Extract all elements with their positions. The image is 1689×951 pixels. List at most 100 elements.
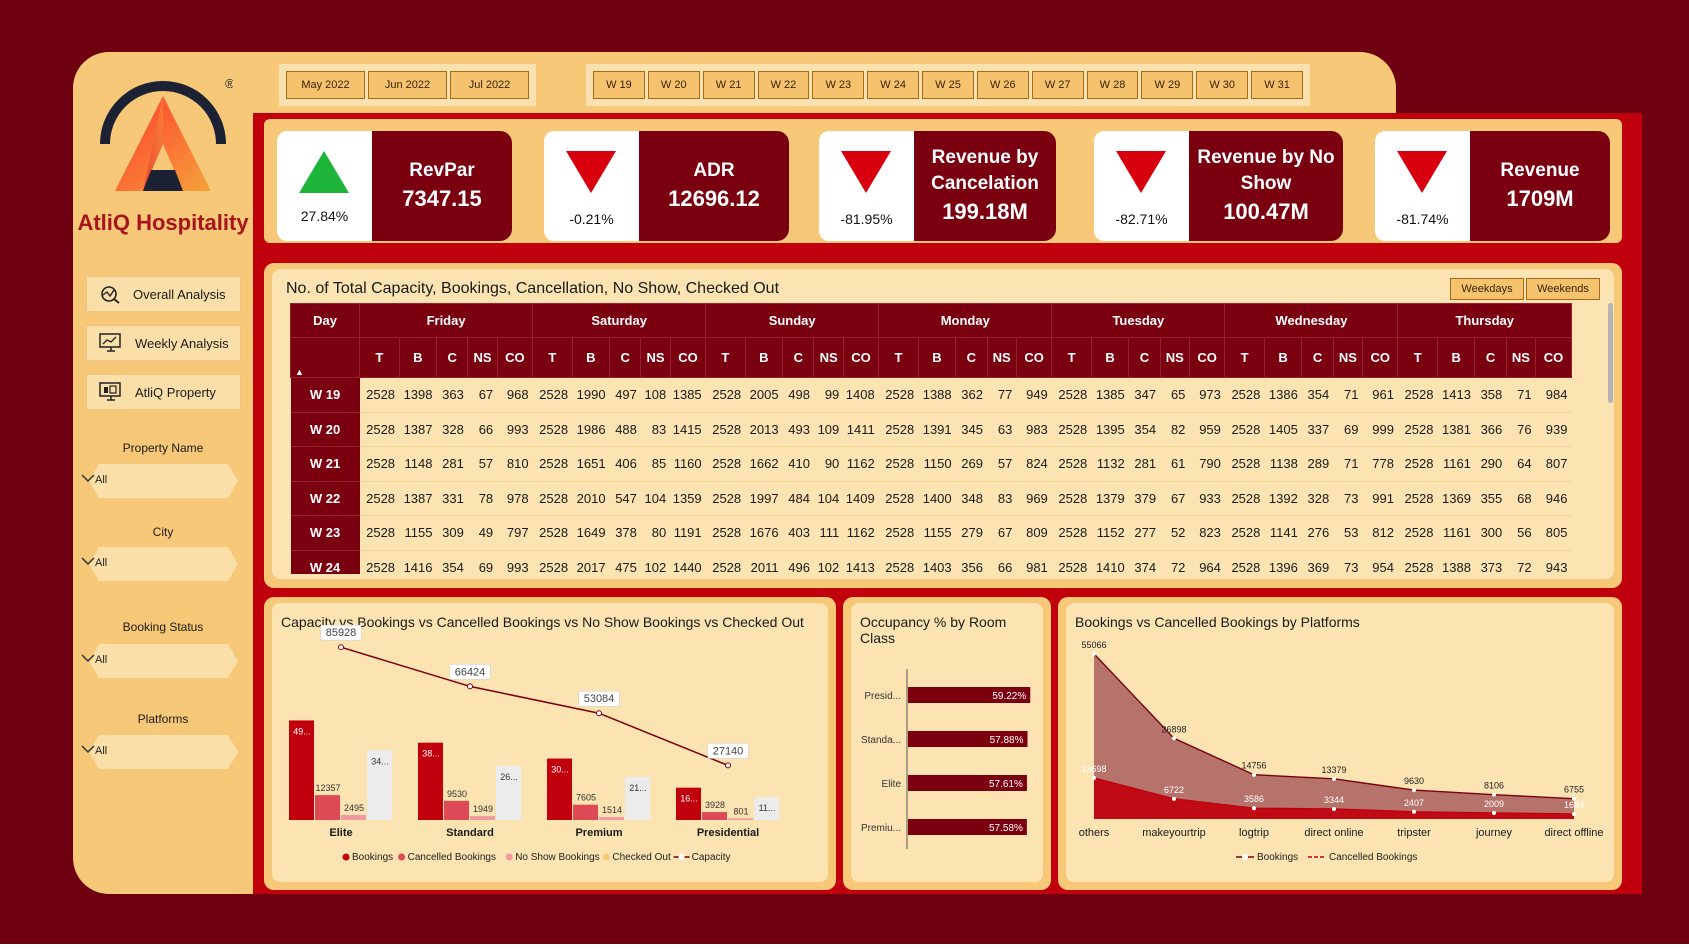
triangle-down-icon — [566, 151, 616, 193]
metric-header[interactable]: CO — [496, 337, 534, 378]
metric-header[interactable]: C — [435, 337, 469, 378]
occupancy-bar-chart: 59.22% Presid... 57.88% Standa... 57.61% Elit… — [861, 669, 1031, 849]
nav-overall-analysis[interactable]: Overall Analysis — [86, 276, 241, 312]
month-chip[interactable]: May 2022 — [286, 71, 365, 99]
table-cell: 954 — [1362, 550, 1398, 574]
table-cell: 1440 — [670, 550, 706, 574]
metric-header[interactable]: B — [744, 337, 784, 378]
weekends-toggle[interactable]: Weekends — [1526, 278, 1600, 300]
bar-data-label: 1514 — [602, 805, 622, 815]
day-group-header[interactable]: Sunday — [705, 303, 880, 338]
metric-header[interactable]: B — [1263, 337, 1303, 378]
metric-header[interactable]: CO — [842, 337, 880, 378]
week-chip[interactable]: W 26 — [976, 71, 1029, 99]
week-chip[interactable]: W 31 — [1251, 71, 1303, 99]
occupancy-chart-card: Occupancy % by Room Class 59.22% Presid..… — [843, 597, 1051, 890]
table-cell: 66 — [987, 550, 1017, 574]
bar-data-label: 801 — [733, 806, 748, 816]
city-dropdown[interactable]: All — [81, 545, 246, 583]
metric-header[interactable]: CO — [1015, 337, 1053, 378]
weekdays-toggle[interactable]: Weekdays — [1450, 278, 1524, 300]
nav-weekly-analysis[interactable]: Weekly Analysis — [86, 325, 241, 361]
month-chip[interactable]: Jul 2022 — [450, 71, 529, 99]
metric-header[interactable]: T — [1224, 337, 1265, 378]
metric-header[interactable]: C — [1128, 337, 1161, 378]
metric-header[interactable]: C — [609, 337, 642, 378]
metric-header[interactable]: B — [571, 337, 611, 378]
metric-header[interactable]: B — [398, 337, 437, 378]
day-group-header[interactable]: Tuesday — [1051, 303, 1226, 338]
table-cell: 498 — [782, 377, 814, 413]
week-chip[interactable]: W 21 — [702, 71, 755, 99]
metric-header[interactable]: C — [955, 337, 988, 378]
day-group-header[interactable]: Wednesday — [1224, 303, 1399, 338]
metric-header[interactable]: B — [917, 337, 957, 378]
metric-header[interactable]: NS — [1505, 337, 1537, 378]
table-cell: 488 — [609, 412, 641, 447]
sort-ascending-icon[interactable]: ▲ — [290, 337, 361, 378]
booking-status-dropdown[interactable]: All — [81, 642, 246, 680]
metric-header[interactable]: CO — [669, 337, 707, 378]
week-chip[interactable]: W 30 — [1196, 71, 1249, 99]
month-chip[interactable]: Jun 2022 — [368, 71, 447, 99]
day-group-header[interactable]: Thursday — [1397, 303, 1572, 338]
nav-atliq-property[interactable]: AtliQ Property — [86, 374, 241, 410]
metric-header[interactable]: T — [705, 337, 746, 378]
metric-header[interactable]: CO — [1362, 337, 1399, 378]
table-cell: 1150 — [918, 446, 956, 482]
bar-no-show-bookings — [728, 818, 753, 820]
metric-header[interactable]: T — [359, 337, 400, 378]
property-name-dropdown[interactable]: All — [81, 462, 246, 500]
kpi-body: Revenue 1709M — [1470, 131, 1610, 241]
metric-header[interactable]: CO — [1188, 337, 1226, 378]
week-chip[interactable]: W 22 — [757, 71, 810, 99]
area-data-label: 13379 — [1321, 765, 1346, 775]
week-chip[interactable]: W 19 — [593, 71, 645, 99]
metric-header[interactable]: C — [1474, 337, 1507, 378]
table-cell: 1369 — [1437, 481, 1475, 516]
metric-header[interactable]: B — [1436, 337, 1476, 378]
table-cell: 277 — [1128, 515, 1161, 551]
table-cell: 65 — [1160, 377, 1190, 413]
day-group-header[interactable]: Friday — [359, 303, 534, 338]
metric-header[interactable]: T — [532, 337, 573, 378]
day-group-header[interactable]: Saturday — [532, 303, 707, 338]
metric-header[interactable]: T — [878, 337, 919, 378]
table-cell: 63 — [987, 412, 1017, 447]
week-chip[interactable]: W 20 — [647, 71, 700, 99]
week-chip[interactable]: W 23 — [812, 71, 865, 99]
week-chip[interactable]: W 25 — [922, 71, 974, 99]
metric-header[interactable]: NS — [467, 337, 498, 378]
metric-header[interactable]: C — [782, 337, 815, 378]
metric-header[interactable]: NS — [986, 337, 1017, 378]
platforms-dropdown[interactable]: All — [81, 733, 246, 771]
week-chip[interactable]: W 24 — [867, 71, 920, 99]
metric-header[interactable]: NS — [813, 337, 844, 378]
metric-header[interactable]: T — [1397, 337, 1438, 378]
table-row: W 19 2528 1398 363 67 968 2528 1990 497 108 1385 25… — [290, 377, 1572, 413]
table-cell: 2528 — [1397, 515, 1438, 551]
metric-header[interactable]: NS — [1159, 337, 1190, 378]
table-cell: 345 — [955, 412, 987, 447]
week-chip[interactable]: W 29 — [1141, 71, 1194, 99]
week-chip[interactable]: W 28 — [1086, 71, 1139, 99]
week-chip[interactable]: W 27 — [1031, 71, 1084, 99]
area-data-label: 14756 — [1241, 761, 1266, 771]
table-scroll-area[interactable]: Day Friday Saturday Sunday Monday Tuesday Wedn… — [290, 303, 1590, 574]
metric-header[interactable]: T — [1051, 337, 1092, 378]
x-axis-label: Premium — [575, 827, 622, 839]
metric-header[interactable]: B — [1090, 337, 1130, 378]
day-group-header[interactable]: Monday — [878, 303, 1053, 338]
table-cell: 102 — [813, 550, 844, 574]
metric-header[interactable]: NS — [1332, 337, 1364, 378]
legend-marker — [602, 853, 610, 861]
area-data-label: 13698 — [1081, 764, 1106, 774]
vertical-scrollbar[interactable] — [1608, 303, 1613, 403]
metric-header[interactable]: C — [1301, 337, 1334, 378]
kpi-body: RevPar 7347.15 — [372, 131, 512, 241]
occupancy-bar — [908, 687, 1031, 703]
metric-header[interactable]: CO — [1535, 337, 1572, 378]
metric-header[interactable]: NS — [640, 337, 671, 378]
bar-data-label: 2495 — [344, 803, 364, 813]
legend-item: Checked Out — [612, 852, 671, 863]
